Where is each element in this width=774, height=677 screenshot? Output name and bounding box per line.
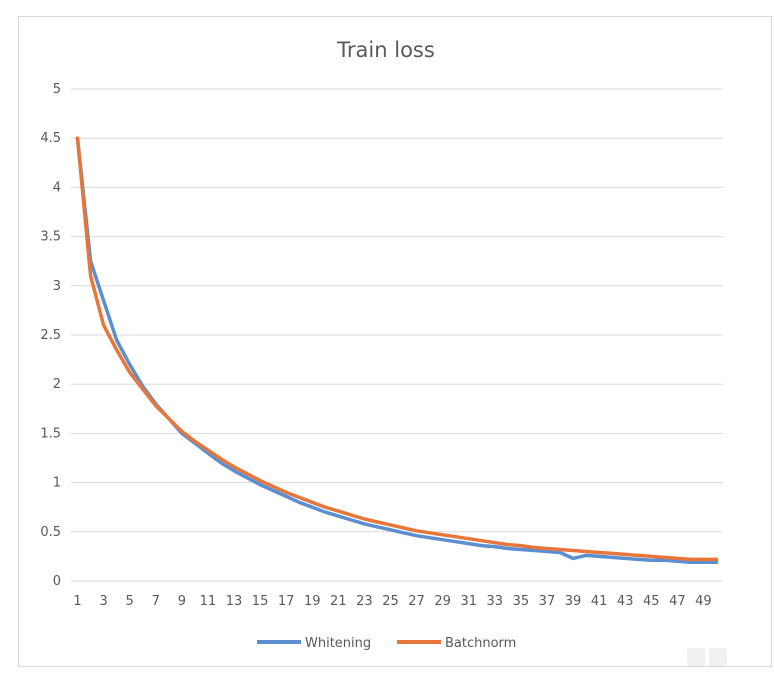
corner-control-right [709, 648, 727, 666]
x-tick-label: 5 [126, 594, 134, 609]
legend: Whitening Batchnorm [257, 636, 516, 651]
y-tick-label: 4.5 [40, 131, 61, 146]
x-tick-label: 19 [304, 594, 321, 609]
x-tick-label: 39 [565, 594, 582, 609]
x-tick-label: 47 [669, 594, 686, 609]
x-tick-label: 11 [200, 594, 217, 609]
x-tick-label: 49 [695, 594, 712, 609]
y-tick-label: 4 [53, 180, 61, 195]
x-tick-label: 21 [330, 594, 347, 609]
series-line-whitening [75, 136, 719, 565]
y-tick-label: 0.5 [40, 525, 61, 540]
x-tick-label: 31 [460, 594, 477, 609]
y-tick-label: 2.5 [40, 328, 61, 343]
x-tick-label: 25 [382, 594, 399, 609]
corner-control-left [687, 648, 705, 666]
x-tick-label: 43 [617, 594, 634, 609]
x-tick-label: 33 [487, 594, 504, 609]
y-tick-label: 3.5 [40, 230, 61, 245]
series-lines [75, 136, 719, 565]
chart-frame: Train loss 0 0.5 1 1.5 2 2.5 3 3.5 4 4.5 5 1 3 5 7 9 11… [18, 16, 772, 667]
x-axis-ticks: 1 3 5 7 9 11 13 15 17 19 21 23 25 27 29 31 33 35 37 39 41 43 4… [73, 594, 711, 609]
series-line-batchnorm [75, 136, 719, 562]
x-tick-label: 41 [591, 594, 608, 609]
y-tick-label: 1.5 [40, 426, 61, 441]
x-tick-label: 23 [356, 594, 373, 609]
x-tick-label: 35 [513, 594, 530, 609]
y-tick-label: 3 [53, 279, 61, 294]
x-tick-label: 15 [252, 594, 269, 609]
y-axis-ticks: 0 0.5 1 1.5 2 2.5 3 3.5 4 4.5 5 [40, 82, 61, 589]
x-tick-label: 13 [226, 594, 243, 609]
x-tick-label: 1 [73, 594, 81, 609]
x-tick-label: 17 [278, 594, 295, 609]
y-tick-label: 1 [53, 476, 61, 491]
legend-label-whitening: Whitening [305, 636, 371, 651]
y-tick-label: 2 [53, 377, 61, 392]
gridlines [71, 88, 723, 582]
x-tick-label: 3 [99, 594, 107, 609]
x-tick-label: 45 [643, 594, 660, 609]
x-tick-label: 27 [408, 594, 425, 609]
line-chart: Train loss 00.511.522.533.544.55 1 3 5 7 9 11… [40, 38, 723, 651]
y-tick-label: 0 [53, 574, 61, 589]
y-tick-label: 5 [53, 82, 61, 97]
x-tick-label: 29 [434, 594, 451, 609]
x-tick-label: 7 [152, 594, 160, 609]
chart-title: Train loss [336, 38, 435, 62]
legend-label-batchnorm: Batchnorm [445, 636, 516, 651]
x-tick-label: 37 [539, 594, 556, 609]
x-tick-label: 9 [178, 594, 186, 609]
